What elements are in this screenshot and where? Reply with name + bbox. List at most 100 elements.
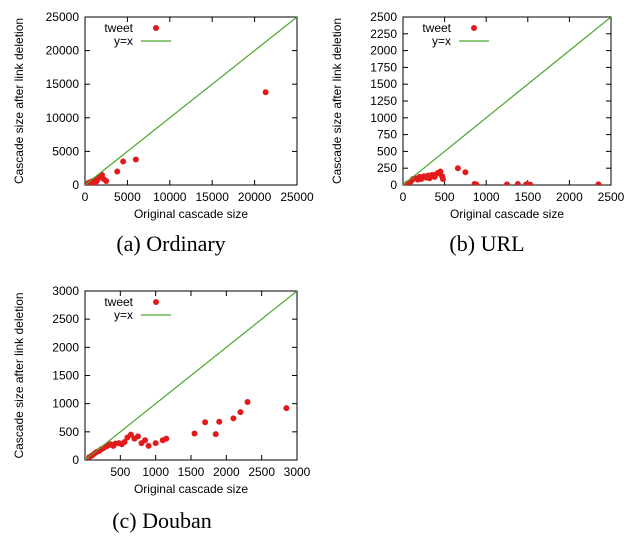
x-tick-label: 2500 [598,190,625,204]
x-tick-label: 10000 [153,190,187,204]
panel-caption: (c) Douban [112,508,212,533]
chart-panel-2: 0 500 1000 1500 2000 2500 0 250 500 750 1000 1250 15… [330,10,625,256]
y-axis-label: Cascade size after link deletion [12,292,26,458]
data-point [135,433,141,440]
legend-point-swatch [153,299,159,305]
x-axis-label: Original cascade size [134,482,248,496]
data-point [473,181,480,185]
data-point [595,181,602,185]
series-line-yx [403,17,611,185]
data-point [439,175,446,182]
x-tick-label: 2000 [556,190,583,204]
data-point [191,430,198,437]
y-tick-label: 0 [72,453,79,467]
legend-label: tweet [104,295,133,309]
data-point [454,165,461,172]
data-point [283,405,290,412]
x-tick-label: 2500 [248,465,275,479]
y-tick-label: 5000 [52,144,79,158]
y-tick-label: 1750 [370,60,397,74]
y-tick-label: 3000 [52,284,79,298]
plot-data [403,17,611,185]
data-point [145,442,152,449]
legend-label: y=x [432,34,451,48]
y-tick-label: 1500 [52,369,79,383]
y-tick-label: 500 [377,144,397,158]
y-tick-label: 20000 [46,44,80,58]
legend-label: tweet [422,21,451,35]
data-point [244,398,251,405]
x-axis-label: Original cascade size [450,207,564,221]
y-tick-label: 25000 [46,10,80,24]
data-point [114,168,121,175]
plot-data [85,17,297,185]
panel-caption: (b) URL [449,231,524,256]
x-tick-label: 2000 [213,465,240,479]
data-point [103,177,110,184]
y-tick-label: 1500 [370,77,397,91]
chart-panel-1: 0 5000 10000 15000 20000 25000 0 5000 10000 15000… [12,10,314,256]
x-tick-label: 0 [82,190,89,204]
y-tick-label: 1000 [52,397,79,411]
data-point [132,156,139,163]
data-point [120,158,127,165]
data-point [212,431,219,438]
x-tick-label: 500 [110,465,130,479]
data-point [237,409,244,416]
data-point [152,440,159,447]
data-point [504,181,510,185]
x-tick-label: 1000 [142,465,169,479]
y-tick-label: 2000 [370,44,397,58]
data-point [462,169,469,176]
data-point [202,419,209,426]
plot-frame [84,16,298,186]
y-tick-label: 0 [72,178,79,192]
x-tick-label: 1500 [514,190,541,204]
x-tick-label: 3000 [284,465,311,479]
data-point [163,435,170,442]
series-line-yx [85,291,297,460]
data-point [121,438,128,445]
data-point [142,437,149,444]
plot-data [85,291,297,460]
panel-caption: (a) Ordinary [116,231,225,256]
chart-panel-3: 500 1000 1500 2000 2500 3000 0 500 1000 1500 2000 2… [12,284,311,533]
data-point [127,431,134,438]
x-tick-label: 20000 [238,190,272,204]
x-tick-label: 0 [400,190,407,204]
x-tick-label: 500 [435,190,455,204]
x-axis-label: Original cascade size [134,207,248,221]
y-tick-label: 2000 [52,340,79,354]
legend-point-swatch [153,25,159,31]
y-tick-label: 2500 [370,10,397,24]
data-point [216,418,223,425]
y-tick-label: 10000 [46,111,80,125]
x-tick-label: 15000 [196,190,230,204]
y-axis-label: Cascade size after link deletion [12,18,26,184]
legend-point-swatch [471,25,477,31]
data-point [514,180,521,185]
x-tick-label: 25000 [280,190,314,204]
legend-label: y=x [114,34,133,48]
series-line-yx [85,17,297,185]
y-tick-label: 0 [390,178,397,192]
legend-label: y=x [114,308,133,322]
y-axis-label: Cascade size after link deletion [330,18,344,184]
x-tick-label: 1000 [473,190,500,204]
y-tick-label: 250 [377,161,397,175]
y-tick-label: 1250 [370,94,397,108]
y-tick-label: 750 [377,128,397,142]
data-point [527,181,534,185]
y-tick-label: 1000 [370,111,397,125]
data-point [437,168,444,175]
y-tick-label: 2500 [52,312,79,326]
y-tick-label: 500 [59,425,79,439]
x-tick-label: 5000 [114,190,141,204]
x-tick-label: 1500 [178,465,205,479]
legend-label: tweet [104,21,133,35]
data-point [230,415,237,422]
y-tick-label: 15000 [46,77,80,91]
data-point [262,89,269,96]
